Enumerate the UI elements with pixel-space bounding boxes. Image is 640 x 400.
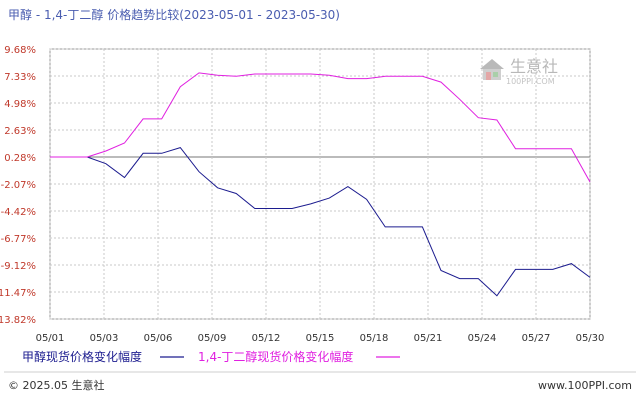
x-tick-label: 05/30	[576, 333, 605, 344]
chart-title: 甲醇 - 1,4-丁二醇 价格趋势比较(2023-05-01 - 2023-05…	[8, 7, 340, 22]
y-tick-label: -11.47%	[0, 288, 36, 299]
watermark-url: 100PPI.COM	[506, 77, 555, 86]
y-tick-label: 9.68%	[4, 45, 36, 56]
x-tick-label: 05/03	[90, 333, 119, 344]
y-tick-label: -9.12%	[1, 261, 36, 272]
x-tick-label: 05/15	[306, 333, 335, 344]
x-tick-label: 05/27	[522, 333, 551, 344]
y-tick-label: -2.07%	[1, 180, 36, 191]
y-tick-label: -6.77%	[1, 234, 36, 245]
legend-label-series-1: 甲醇现货价格变化幅度	[22, 349, 142, 364]
series-line-2	[50, 72, 591, 183]
legend: 甲醇现货价格变化幅度 1,4-丁二醇现货价格变化幅度	[22, 349, 400, 364]
x-tick-label: 05/09	[198, 333, 227, 344]
footer-copyright: © 2025.05 生意社	[8, 378, 104, 392]
x-tick-label: 05/18	[360, 333, 389, 344]
y-tick-label: 2.63%	[4, 126, 36, 137]
watermark: 生意社 100PPI.COM	[480, 57, 558, 86]
x-tick-label: 05/06	[144, 333, 173, 344]
footer-site: www.100PPI.com	[538, 379, 632, 392]
y-tick-label: -13.82%	[0, 315, 36, 326]
series-lines	[50, 72, 591, 297]
y-tick-label: -4.42%	[1, 207, 36, 218]
grid-lines	[49, 48, 591, 320]
watermark-brand: 生意社	[510, 57, 558, 76]
legend-label-series-2: 1,4-丁二醇现货价格变化幅度	[198, 349, 353, 364]
y-tick-label: 4.98%	[4, 99, 36, 110]
y-tick-label: 7.33%	[4, 72, 36, 83]
y-axis-ticks: 9.68% 7.33% 4.98% 2.63% 0.28% -2.07% -4.42% -6.…	[0, 45, 36, 326]
x-tick-label: 05/24	[468, 333, 497, 344]
y-tick-label: 0.28%	[4, 153, 36, 164]
series-line-1	[50, 147, 591, 297]
x-axis-ticks: 05/01 05/03 05/06 05/09 05/12 05/15 05/18 05/21…	[36, 333, 605, 344]
x-tick-label: 05/12	[252, 333, 281, 344]
x-tick-label: 05/21	[414, 333, 443, 344]
x-tick-label: 05/01	[36, 333, 65, 344]
house-logo-icon	[480, 59, 504, 80]
